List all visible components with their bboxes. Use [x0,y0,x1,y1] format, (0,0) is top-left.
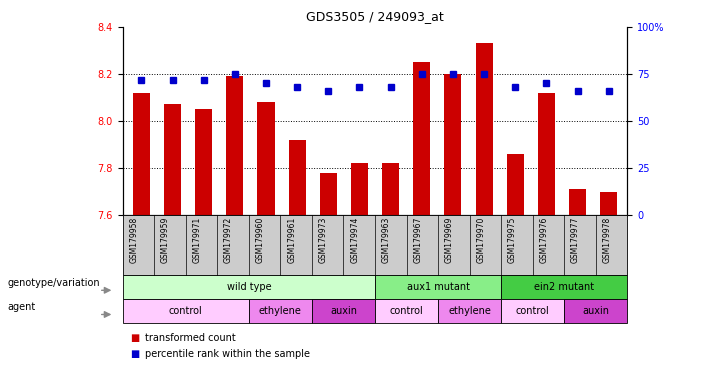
Bar [538,93,555,215]
Bar [475,43,493,215]
Bar [382,163,399,215]
Text: genotype/variation: genotype/variation [7,278,100,288]
Text: control: control [390,306,423,316]
Bar [569,189,586,215]
Text: control: control [169,306,203,316]
Text: GSM179970: GSM179970 [477,217,485,263]
Text: GSM179961: GSM179961 [287,217,297,263]
Text: ■: ■ [130,333,139,343]
Text: GSM179974: GSM179974 [350,217,359,263]
Text: GSM179963: GSM179963 [382,217,391,263]
Bar [257,102,275,215]
Text: auxin: auxin [330,306,357,316]
Text: GSM179969: GSM179969 [445,217,454,263]
Bar [226,76,243,215]
Text: GSM179971: GSM179971 [193,217,202,263]
Text: GSM179959: GSM179959 [161,217,170,263]
Bar [600,192,618,215]
Text: aux1 mutant: aux1 mutant [407,281,470,292]
Bar [351,163,368,215]
Text: agent: agent [7,302,35,312]
Bar [289,140,306,215]
Text: transformed count: transformed count [145,333,236,343]
Bar [164,104,181,215]
Text: ■: ■ [130,349,139,359]
Text: wild type: wild type [226,281,271,292]
Text: GSM179967: GSM179967 [414,217,422,263]
Bar [507,154,524,215]
Text: GSM179978: GSM179978 [603,217,612,263]
Bar [444,74,461,215]
Text: ein2 mutant: ein2 mutant [534,281,594,292]
Bar [320,173,337,215]
Text: control: control [516,306,550,316]
Text: GSM179958: GSM179958 [130,217,138,263]
Bar [195,109,212,215]
Text: GDS3505 / 249093_at: GDS3505 / 249093_at [306,10,444,23]
Text: ethylene: ethylene [259,306,302,316]
Text: percentile rank within the sample: percentile rank within the sample [145,349,310,359]
Text: auxin: auxin [583,306,609,316]
Text: GSM179977: GSM179977 [571,217,580,263]
Bar [413,62,430,215]
Text: GSM179975: GSM179975 [508,217,517,263]
Bar [132,93,150,215]
Text: GSM179973: GSM179973 [319,217,327,263]
Text: GSM179972: GSM179972 [224,217,233,263]
Text: GSM179960: GSM179960 [256,217,264,263]
Text: ethylene: ethylene [448,306,491,316]
Text: GSM179976: GSM179976 [540,217,549,263]
